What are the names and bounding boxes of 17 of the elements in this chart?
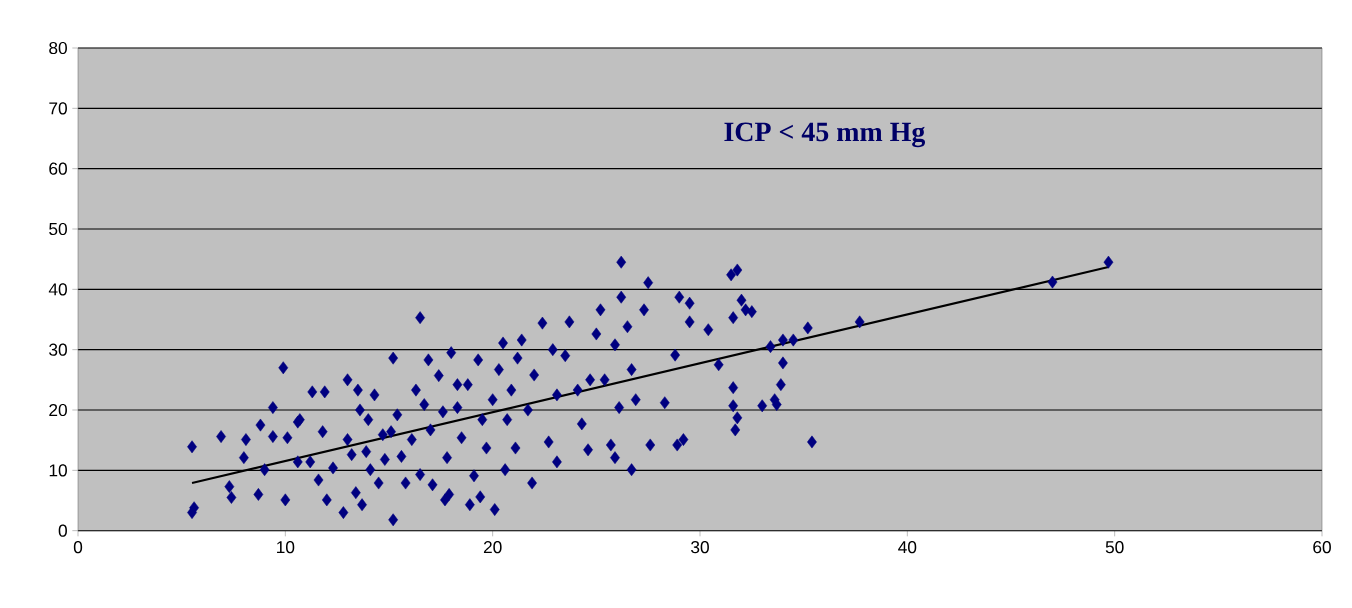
x-tick-label: 10: [277, 541, 295, 554]
x-tick-label: 0: [73, 541, 83, 554]
x-tick-label: 40: [898, 541, 917, 554]
x-tick-label: 30: [691, 541, 709, 554]
y-tick-label: 40: [48, 283, 67, 296]
y-tick-label: 10: [49, 464, 67, 477]
y-tick-label: 50: [49, 222, 67, 236]
y-tick-label: 0: [58, 524, 67, 537]
y-tick-label: 30: [49, 343, 67, 356]
y-tick-label: 70: [49, 102, 67, 115]
x-tick-label: 20: [483, 541, 502, 554]
y-tick-label: 60: [49, 162, 67, 175]
x-tick-label: 50: [1105, 541, 1124, 554]
annotation: ICP < 45 mm Hg: [724, 122, 926, 148]
y-tick-label: 20: [49, 403, 67, 417]
x-tick-label: 60: [1313, 541, 1331, 554]
y-tick-label: 80: [49, 41, 67, 55]
